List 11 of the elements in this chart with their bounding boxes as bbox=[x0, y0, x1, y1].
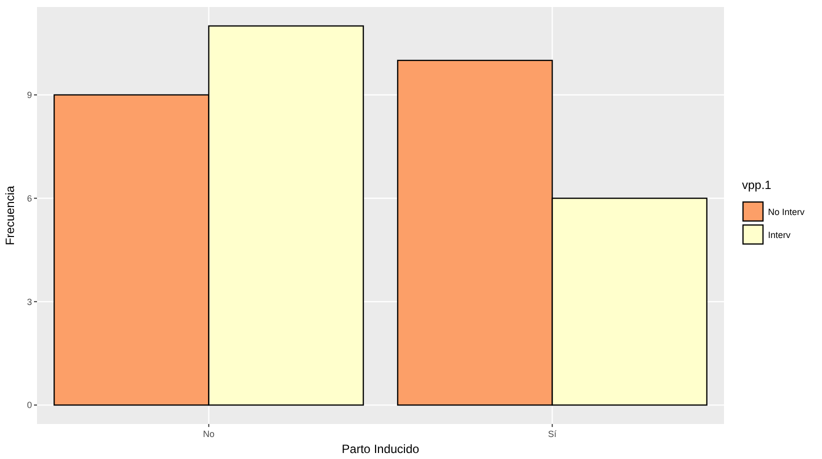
y-tick-label: 6 bbox=[26, 193, 32, 204]
y-axis-title: Frecuencia bbox=[3, 186, 17, 246]
legend-title: vpp.1 bbox=[742, 178, 772, 192]
x-axis-title: Parto Inducido bbox=[342, 442, 420, 456]
y-tick-label: 9 bbox=[26, 90, 32, 100]
y-tick-label: 0 bbox=[26, 400, 32, 410]
legend-label: Interv bbox=[768, 230, 792, 240]
legend-label: No Interv bbox=[768, 207, 806, 218]
y-tick-label: 3 bbox=[26, 296, 32, 307]
x-tick-label: Sí bbox=[548, 429, 557, 439]
x-tick-label: No bbox=[202, 429, 215, 439]
